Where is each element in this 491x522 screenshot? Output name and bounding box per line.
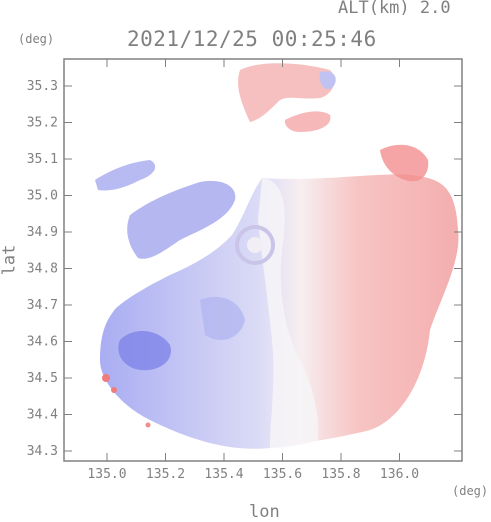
x-tick-label: 135.6 [263, 467, 302, 482]
y-tick-label: 34.8 [27, 262, 58, 277]
approaching-patch [200, 296, 245, 340]
receding-patch-mid [284, 111, 331, 132]
radar-echo-layer [95, 63, 459, 449]
receding-patch-upper [238, 63, 335, 122]
timestamp-title: 2021/12/25 00:25:46 [127, 27, 377, 51]
echo-dot [102, 374, 110, 382]
altitude-label: ALT(km) 2.0 [338, 0, 451, 18]
radar-site-center [247, 237, 263, 253]
x-tick-label: 135.2 [146, 467, 185, 482]
y-tick-label: 34.7 [27, 298, 58, 313]
x-tick-label: 135.0 [87, 467, 126, 482]
y-axis-ticks: 35.3 35.2 35.1 35.0 34.9 34.8 34.7 34.6 34.5 34.4… [27, 79, 462, 459]
approaching-fragment-small [319, 71, 336, 90]
y-tick-label: 34.6 [27, 335, 58, 350]
x-tick-label: 135.4 [204, 467, 243, 482]
y-tick-label: 34.5 [27, 371, 58, 386]
echo-dot [145, 422, 151, 428]
x-tick-label: 136.0 [380, 467, 419, 482]
y-tick-label: 35.3 [27, 79, 58, 94]
x-tick-label: 135.8 [321, 467, 360, 482]
x-axis-title: lon [249, 502, 280, 522]
y-tick-label: 34.9 [27, 225, 58, 240]
y-tick-label: 34.3 [27, 444, 58, 459]
x-axis-ticks: 135.0 135.2 135.4 135.6 135.8 136.0 [87, 59, 419, 482]
y-axis-unit: (deg) [18, 32, 55, 46]
approaching-core [118, 330, 171, 371]
echo-dot [111, 387, 117, 393]
x-axis-unit: (deg) [452, 484, 489, 498]
y-tick-label: 35.1 [27, 152, 58, 167]
y-tick-label: 34.4 [27, 408, 58, 423]
y-tick-label: 35.2 [27, 116, 58, 131]
radar-site-ring [235, 225, 275, 265]
approaching-fragment-west [95, 160, 156, 191]
receding-core [380, 144, 429, 182]
plot-frame [63, 58, 463, 462]
y-tick-label: 35.0 [27, 189, 58, 204]
approaching-fragment-nw [127, 180, 236, 259]
